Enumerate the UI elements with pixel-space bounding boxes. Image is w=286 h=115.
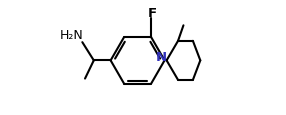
Text: H₂N: H₂N — [60, 29, 84, 42]
Text: F: F — [148, 7, 157, 20]
Text: N: N — [156, 51, 167, 64]
